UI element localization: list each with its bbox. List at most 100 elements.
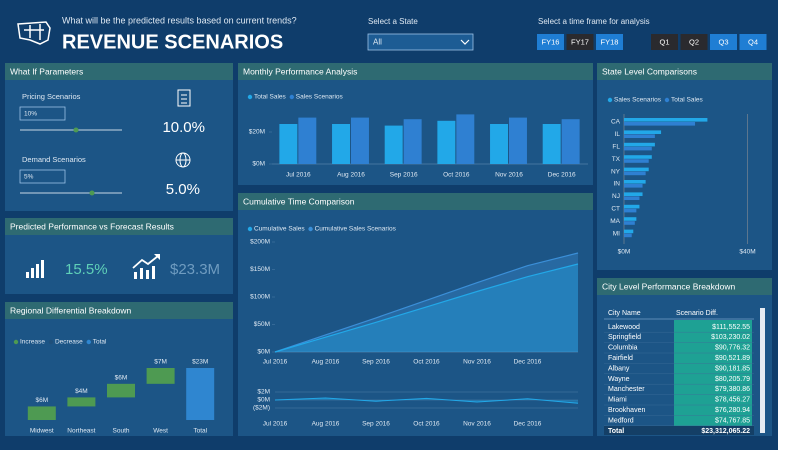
table-cell: Lakewood (608, 324, 640, 331)
panel-title: Cumulative Time Comparison (243, 196, 355, 206)
param-value: 5.0% (166, 181, 200, 198)
table-cell: $90,776.32 (715, 345, 750, 352)
panel-title: Regional Differential Breakdown (10, 305, 132, 315)
waterfall-bar (186, 368, 215, 420)
state-dropdown[interactable]: All (367, 33, 474, 51)
table-cell: $74,767.85 (715, 417, 750, 424)
x-tick-label: Midwest (30, 428, 54, 435)
state-label: Select a State (368, 17, 418, 26)
column-header: City Name (608, 310, 641, 317)
table-cell: $76,280.94 (715, 407, 750, 414)
x-tick-label: Oct 2016 (413, 359, 440, 366)
button-label[interactable]: Q4 (748, 37, 758, 46)
total-row-bg (604, 426, 754, 435)
x-tick-label: Jul 2016 (263, 421, 288, 428)
slider-thumb[interactable] (89, 190, 95, 196)
timeframe-button[interactable] (710, 34, 737, 50)
param-input-value[interactable]: 5% (24, 174, 34, 181)
table-cell: $78,456.27 (715, 397, 750, 404)
x-tick-label: Oct 2016 (443, 172, 470, 179)
button-label[interactable]: FY16 (542, 37, 560, 46)
bar (624, 221, 635, 225)
y-tick-label: FL (612, 144, 620, 151)
bar (456, 114, 475, 164)
x-tick-label: Aug 2016 (337, 172, 365, 179)
y-tick-label: TX (612, 156, 621, 163)
bar (332, 124, 350, 164)
table-cell: Springfield (608, 334, 641, 341)
bar (624, 233, 632, 238)
panel: Cumulative Time Comparison (238, 193, 593, 436)
dropdown-value[interactable]: All (373, 38, 382, 47)
legend-marker (86, 339, 91, 345)
bar (624, 130, 662, 134)
button-label[interactable]: Q2 (689, 37, 699, 46)
bar (624, 146, 652, 151)
waterfall-bar (67, 397, 96, 407)
x-tick-label: Oct 2016 (413, 421, 440, 428)
y-tick-label: $100M (250, 294, 270, 301)
scrollbar[interactable] (760, 308, 765, 433)
button-label[interactable]: Q1 (659, 37, 669, 46)
trend-icon (132, 254, 160, 279)
legend-label: Total Sales (671, 97, 704, 104)
us-map-icon (17, 21, 51, 45)
timeframe-button[interactable] (739, 34, 767, 50)
timeframe-button[interactable] (537, 34, 564, 50)
table-cell: Manchester (608, 386, 645, 393)
x-tick-label: Northeast (67, 428, 95, 435)
total-cell: Total (608, 428, 624, 435)
dropdown-box[interactable] (367, 33, 474, 51)
legend-marker (308, 226, 313, 232)
panel: State Level Comparisons (597, 63, 772, 270)
legend-label: Cumulative Sales (254, 226, 305, 233)
param-label: Pricing Scenarios (22, 92, 81, 101)
line (274, 397, 579, 404)
bar (624, 159, 649, 163)
x-tick-label: $0M (618, 249, 631, 256)
chevron (460, 39, 470, 45)
button-label[interactable]: FY18 (601, 37, 619, 46)
timeframe-button[interactable] (596, 34, 623, 50)
panel: What If Parameters (5, 63, 233, 211)
x-tick-label: Aug 2016 (312, 421, 340, 428)
table-cell: Albany (608, 365, 630, 372)
legend-label: Sales Scenarios (296, 94, 344, 101)
legend-label: Decrease (55, 339, 83, 346)
y-tick-label: NY (611, 168, 621, 175)
y-tick-label: $200M (250, 239, 270, 246)
timeframe-button[interactable] (651, 34, 678, 50)
y-tick-label: MI (613, 230, 620, 237)
table-cell: Columbia (608, 345, 638, 352)
timeframe-button[interactable] (680, 34, 708, 50)
table-cell: Fairfield (608, 355, 633, 362)
legend-marker (247, 94, 253, 100)
area (275, 398, 578, 404)
button-label[interactable]: Q3 (718, 37, 728, 46)
legend-marker (247, 226, 253, 232)
bar-icon (26, 260, 44, 278)
param-input[interactable] (19, 106, 66, 121)
bar (624, 192, 643, 196)
x-tick-label: Sep 2016 (390, 172, 418, 179)
legend-marker (607, 97, 613, 103)
bar (624, 167, 649, 172)
bar (624, 142, 655, 147)
param-input-value[interactable]: 10% (24, 111, 37, 118)
param-input[interactable] (19, 169, 66, 184)
panel-title: What If Parameters (10, 66, 83, 76)
button-label[interactable]: FY17 (571, 37, 589, 46)
y-tick-label: IN (614, 181, 621, 188)
x-tick-label: West (153, 428, 168, 435)
waterfall-bar (107, 383, 135, 398)
line (274, 263, 579, 353)
y-tick-label: MA (610, 218, 620, 225)
line (274, 252, 579, 353)
globe-icon (175, 152, 191, 168)
timeframe-button[interactable] (566, 34, 594, 50)
panel-title: Predicted Performance vs Forecast Result… (10, 221, 174, 231)
slider-thumb[interactable] (73, 127, 79, 133)
legend-label: Cumulative Sales Scenarios (315, 226, 397, 233)
table-cell: $79,380.86 (715, 386, 750, 393)
x-tick-label: South (113, 428, 130, 435)
